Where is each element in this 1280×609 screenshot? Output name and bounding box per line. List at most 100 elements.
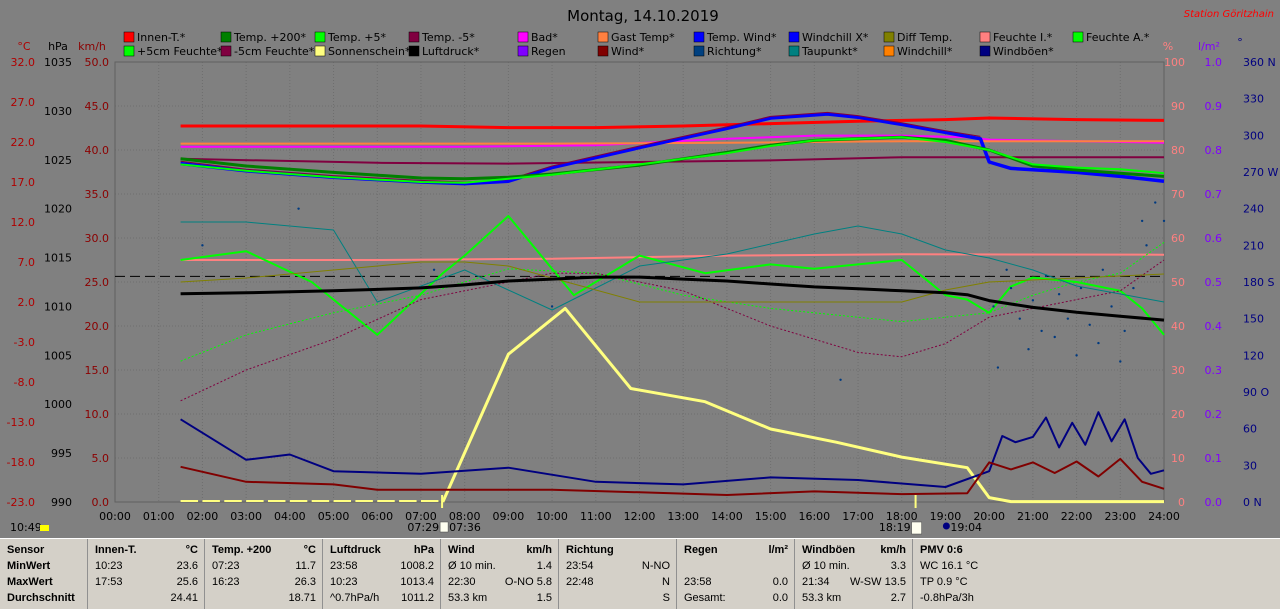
direction-point (201, 244, 204, 247)
direction-point (1145, 244, 1148, 247)
stat-windboeen-max-time: 21:34 (802, 576, 830, 588)
direction-point (1053, 335, 1056, 339)
humidity-axis-tick: 70 (1171, 188, 1185, 201)
series-line (180, 116, 1165, 130)
direction-axis-unit: ° (1237, 36, 1243, 49)
time-axis-tick: 22:00 (1061, 510, 1093, 523)
time-axis-tick: 17:00 (842, 510, 874, 523)
stat-richtung-avg: S (662, 592, 670, 604)
stat-temp200-min-val: 11.7 (295, 560, 316, 572)
stat-luftdruck-min-time: 23:58 (330, 560, 358, 572)
humidity-axis-tick: 40 (1171, 320, 1185, 333)
series-line (180, 259, 1165, 402)
direction-point (1140, 219, 1144, 223)
stat-wind-title: Wind (448, 544, 475, 556)
stat-luftdruck-unit: hPa (413, 544, 434, 556)
stat-windboeen-avg: 2.7 (890, 592, 906, 604)
temp-axis-tick: -23.0 (7, 496, 35, 509)
legend-swatch (220, 31, 232, 43)
series-line (180, 253, 1165, 261)
stat-temp200-max-val: 26.3 (294, 576, 316, 588)
time-axis-tick: 02:00 (187, 510, 219, 523)
series-line (180, 275, 1165, 322)
stat-pmv-tp: TP 0.9 °C (920, 576, 968, 588)
series-line (180, 156, 1164, 165)
direction-point (297, 207, 300, 210)
stat-innen-max-val: 25.6 (176, 576, 198, 588)
pressure-axis-tick: 1030 (44, 105, 72, 118)
direction-point (1018, 317, 1021, 320)
legend-label: Gast Temp* (611, 31, 675, 44)
direction-axis-tick: 90 O (1243, 386, 1269, 399)
legend-label: Diff Temp. (897, 31, 952, 44)
stat-windboeen: Windböen km/h Ø 10 min. 3.3 21:34 W-SW 13.5… (795, 539, 913, 609)
stat-windboeen-distance: 53.3 km (802, 592, 842, 604)
temp-axis-tick: -3.0 (14, 336, 35, 349)
direction-axis-tick: 0 N (1243, 496, 1262, 509)
moonrise-time: 07:36 (449, 521, 481, 534)
stat-luftdruck-trend: ^0.7hPa/h (330, 592, 380, 604)
stat-regen: Regen l/m² 23:58 0.0 Gesamt: 0.0 (677, 539, 795, 609)
legend-label: Temp. +5* (327, 31, 387, 44)
series-line (180, 411, 1165, 488)
current-time: 10:49 (10, 521, 42, 534)
stat-windboeen-min-label: Ø 10 min. (802, 560, 850, 572)
temp-axis-tick: 32.0 (11, 56, 36, 69)
time-axis-tick: 24:00 (1148, 510, 1180, 523)
stat-regen-max-val: 0.0 (772, 576, 788, 588)
sun-icon (911, 521, 922, 535)
legend-label: +5cm Feuchte* (137, 45, 223, 58)
sunset-time: 18:19 (879, 521, 911, 534)
legend-swatch (220, 45, 232, 57)
time-axis-tick: 14:00 (711, 510, 743, 523)
legend-label: Richtung* (707, 45, 762, 58)
row-label-max: MaxWert (7, 576, 53, 588)
legend-label: Luftdruck* (422, 45, 480, 58)
direction-point (1097, 341, 1100, 345)
humidity-axis-tick: 10 (1171, 452, 1185, 465)
humidity-axis-tick: 0 (1178, 496, 1185, 509)
rain-axis-tick: 0.4 (1205, 320, 1223, 333)
stat-wind-distance: 53.3 km (448, 592, 488, 604)
time-axis-tick: 12:00 (624, 510, 656, 523)
time-axis-tick: 05:00 (318, 510, 350, 523)
legend-label: Temp. Wind* (706, 31, 777, 44)
direction-axis-tick: 300 (1243, 129, 1264, 142)
stat-luftdruck-title: Luftdruck (330, 544, 381, 556)
direction-point (1088, 323, 1091, 326)
legend-swatch (883, 31, 895, 43)
wind-axis-tick: 50.0 (85, 56, 110, 69)
legend-label: Temp. +200* (233, 31, 307, 44)
stat-luftdruck: Luftdruck hPa 23:58 1008.2 10:23 1013.4 ^0.… (323, 539, 441, 609)
row-label-min: MinWert (7, 560, 51, 572)
humidity-axis-unit: % (1163, 40, 1173, 53)
direction-axis-tick: 210 (1243, 239, 1264, 252)
time-axis-tick: 20:00 (973, 510, 1005, 523)
direction-axis-tick: 270 W (1243, 166, 1278, 179)
stat-luftdruck-avg: 1011.2 (401, 592, 434, 604)
time-axis-tick: 06:00 (361, 510, 393, 523)
moonset-time: 19:04 (950, 521, 982, 534)
time-axis-tick: 13:00 (667, 510, 699, 523)
legend-swatch (517, 31, 529, 43)
wind-axis-tick: 40.0 (85, 144, 110, 157)
stat-sensor: Sensor MinWert MaxWert Durchschnitt (0, 539, 88, 609)
direction-point (1162, 219, 1166, 223)
pressure-axis-tick: 1010 (44, 300, 72, 313)
rain-axis-tick: 0.1 (1205, 452, 1223, 465)
direction-point (1031, 299, 1035, 302)
legend-swatch (597, 45, 609, 57)
rain-axis-unit: l/m² (1198, 40, 1220, 53)
legend-label: Innen-T.* (137, 31, 186, 44)
rain-axis-tick: 0.2 (1205, 408, 1223, 421)
direction-point (1154, 201, 1157, 204)
series-line (180, 261, 1165, 303)
stat-sensor-title: Sensor (7, 544, 45, 556)
direction-point (839, 378, 842, 381)
stat-pmv: PMV 0:6 WC 16.1 °C TP 0.9 °C -0.8hPa/3h (913, 539, 1280, 609)
direction-point (1079, 286, 1083, 290)
wind-axis-tick: 0.0 (92, 496, 110, 509)
temp-axis-tick: 2.0 (18, 296, 36, 309)
humidity-axis-tick: 30 (1171, 364, 1185, 377)
stat-richtung-title: Richtung (566, 544, 614, 556)
